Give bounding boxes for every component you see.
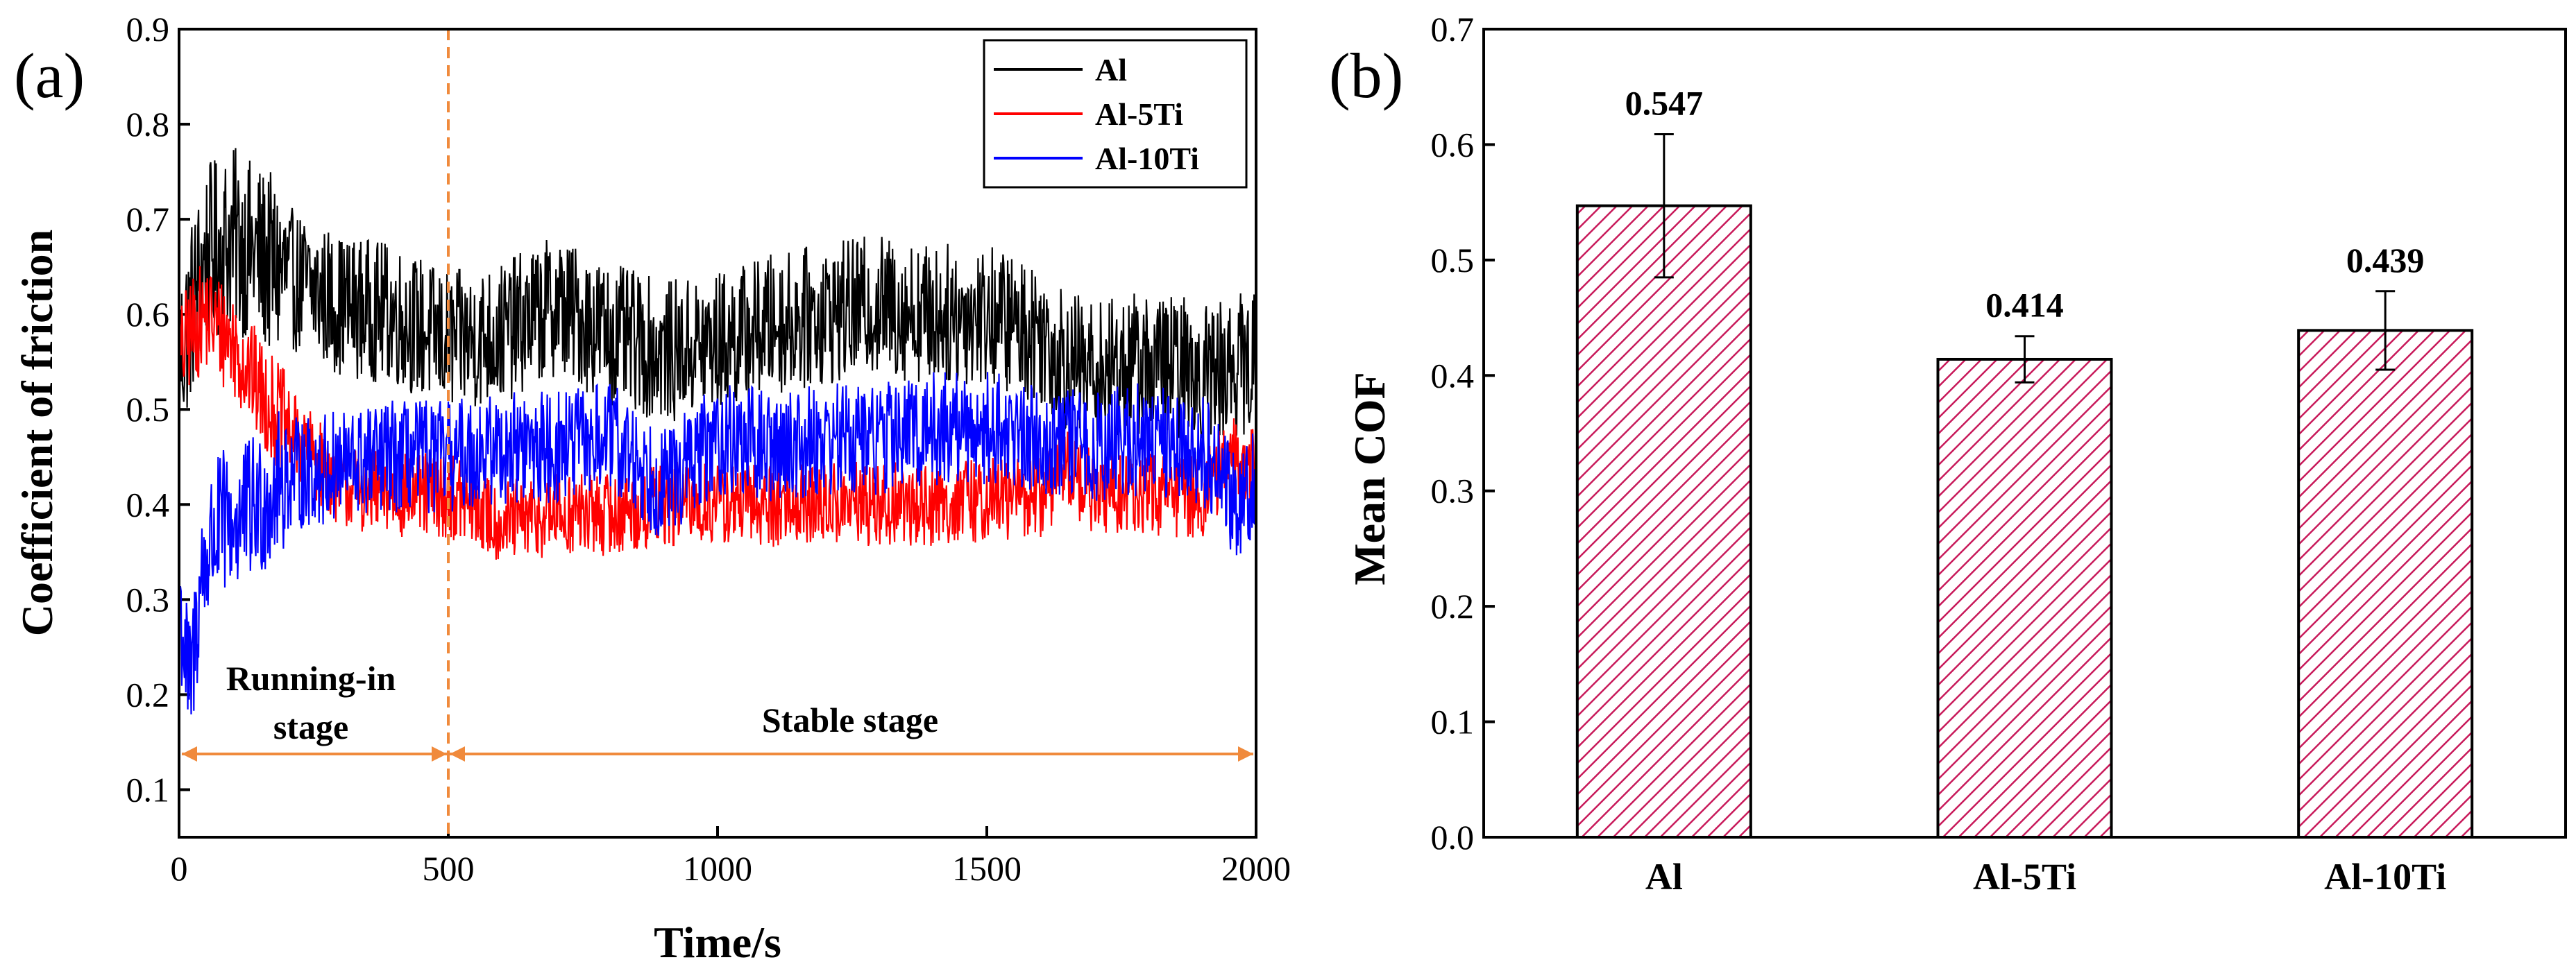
running-in-label-line1: Running-in bbox=[226, 659, 396, 698]
stable-arrow-head-left bbox=[450, 746, 465, 762]
b-ytick-label: 0.6 bbox=[1431, 125, 1475, 164]
series-line-al-10ti bbox=[179, 372, 1256, 714]
category-label: Al-5Ti bbox=[1973, 856, 2076, 898]
bar-al-5ti bbox=[1936, 357, 2113, 839]
b-ytick-label: 0.2 bbox=[1431, 587, 1475, 626]
series-line-al bbox=[179, 148, 1256, 442]
b-ytick-label: 0.3 bbox=[1431, 472, 1475, 511]
plot-b-frame bbox=[1482, 28, 2567, 839]
a-xtick-label: 500 bbox=[423, 849, 475, 888]
plot-a-frame bbox=[178, 28, 1257, 839]
legend-a: Al Al-5Ti Al-10Ti bbox=[983, 39, 1248, 189]
axis-a-xticks: 0 500 1000 1500 2000 bbox=[171, 826, 1291, 888]
a-ytick-label: 0.2 bbox=[126, 675, 170, 714]
legend-label-al: Al bbox=[1095, 52, 1127, 87]
axis-a-xlabel: Time/s bbox=[654, 918, 781, 967]
axis-b-categories: Al Al-5Ti Al-10Ti bbox=[1645, 856, 2446, 898]
stage-arrows bbox=[182, 746, 1253, 762]
axis-b-ylabel: Mean COF bbox=[1345, 372, 1394, 585]
a-ytick-label: 0.8 bbox=[126, 105, 170, 144]
a-ytick-label: 0.5 bbox=[126, 390, 170, 429]
legend-label-al-5ti: Al-5Ti bbox=[1095, 96, 1183, 132]
b-ytick-label: 0.0 bbox=[1431, 818, 1475, 857]
b-ytick-label: 0.1 bbox=[1431, 703, 1475, 741]
bars-layer-b: 0.547 0.414 0.439 bbox=[1575, 83, 2474, 839]
series-layer-a bbox=[179, 148, 1256, 714]
axis-a-ylabel: Coefficient of friction bbox=[12, 230, 62, 636]
a-ytick-label: 0.7 bbox=[126, 200, 170, 239]
axis-b-yticks: 0.0 0.1 0.2 0.3 0.4 0.5 0.6 0.7 bbox=[1431, 10, 1495, 857]
legend-label-al-10ti: Al-10Ti bbox=[1095, 141, 1199, 176]
b-ytick-label: 0.7 bbox=[1431, 10, 1475, 49]
a-ytick-label: 0.1 bbox=[126, 770, 170, 809]
running-in-label-line2: stage bbox=[273, 708, 348, 746]
a-ytick-label: 0.3 bbox=[126, 580, 170, 619]
running-in-arrow-head-right bbox=[432, 746, 447, 762]
category-label: Al-10Ti bbox=[2324, 856, 2446, 898]
bar-value-label: 0.547 bbox=[1625, 83, 1704, 122]
a-xtick-label: 0 bbox=[171, 849, 188, 888]
a-ytick-label: 0.9 bbox=[126, 10, 170, 49]
panel-b-label: (b) bbox=[1329, 40, 1403, 111]
bar-value-label: 0.439 bbox=[2346, 241, 2425, 280]
b-ytick-label: 0.5 bbox=[1431, 241, 1475, 280]
stable-arrow-head-right bbox=[1238, 746, 1253, 762]
category-label: Al bbox=[1645, 856, 1683, 898]
a-xtick-label: 2000 bbox=[1221, 849, 1291, 888]
stable-stage-label: Stable stage bbox=[762, 701, 938, 739]
a-xtick-label: 1000 bbox=[683, 849, 752, 888]
running-in-arrow-head-left bbox=[182, 746, 197, 762]
bar-value-label: 0.414 bbox=[1985, 286, 2064, 325]
b-ytick-label: 0.4 bbox=[1431, 356, 1475, 395]
bar-al-10ti bbox=[2297, 329, 2474, 839]
a-ytick-label: 0.4 bbox=[126, 485, 170, 524]
bar-al bbox=[1575, 204, 1752, 839]
axis-a-yticks: 0.1 0.2 0.3 0.4 0.5 0.6 0.7 0.8 0.9 bbox=[126, 10, 190, 809]
a-xtick-label: 1500 bbox=[952, 849, 1022, 888]
panel-a-label: (a) bbox=[14, 40, 85, 111]
a-ytick-label: 0.6 bbox=[126, 295, 170, 334]
